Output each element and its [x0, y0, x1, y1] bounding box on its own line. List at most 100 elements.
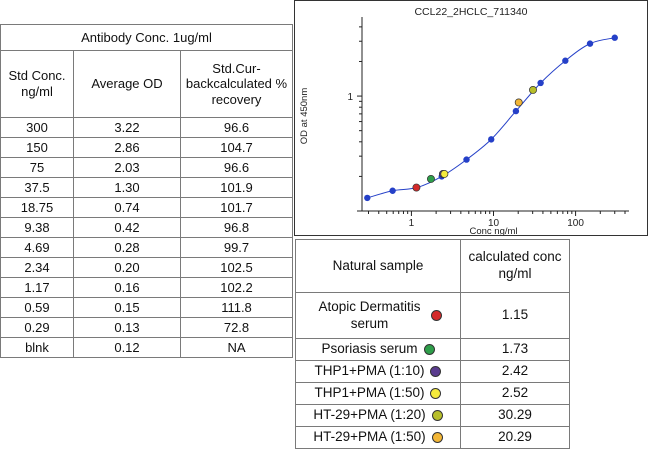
sample-marker-icon	[431, 410, 443, 421]
sample-conc-cell: 30.29	[460, 404, 570, 427]
x-axis-label: Conc ng/ml	[469, 226, 517, 235]
recovery-cell: 102.5	[180, 257, 293, 278]
sample-name-cell: THP1+PMA (1:10)	[295, 360, 461, 383]
standard-point	[389, 187, 396, 194]
average-od-cell: 0.12	[73, 337, 181, 358]
fitted-curve	[367, 37, 615, 199]
standard-point	[562, 57, 569, 64]
table-row: 4.69 0.28 99.7	[0, 237, 293, 258]
recovery-cell: 101.7	[180, 197, 293, 218]
average-od-cell: 0.16	[73, 277, 181, 298]
average-od-cell: 0.20	[73, 257, 181, 278]
sample-name: Atopic Dermatitis serum	[318, 298, 421, 331]
sample-conc-cell: 20.29	[460, 426, 570, 449]
recovery-cell: 96.8	[180, 217, 293, 238]
sample-name: THP1+PMA (1:50)	[314, 385, 425, 401]
x-tick-label: 1	[409, 218, 415, 229]
standard-point	[364, 194, 371, 202]
recovery-cell: 99.7	[180, 237, 293, 258]
sample-marker-icon	[430, 366, 442, 377]
sample-name: HT-29+PMA (1:50)	[313, 429, 426, 445]
table-row: 0.59 0.15 111.8	[0, 297, 293, 318]
table-row: 18.75 0.74 101.7	[0, 197, 293, 218]
table-row: THP1+PMA (1:10) 2.42	[295, 360, 570, 383]
average-od-cell: 0.15	[73, 297, 181, 318]
std-conc-cell: 1.17	[0, 277, 74, 298]
standard-point	[586, 40, 594, 47]
table-row: 9.38 0.42 96.8	[0, 217, 293, 238]
sample-marker-icon	[430, 310, 442, 321]
std-conc-cell: 2.34	[0, 257, 74, 278]
standard-point	[537, 79, 544, 87]
recovery-cell: 96.6	[180, 157, 293, 178]
natural-sample-table: Natural sample calculated conc ng/ml Ato…	[295, 239, 570, 449]
sample-conc-cell: 1.73	[460, 338, 570, 361]
sample-conc-cell: 2.42	[460, 360, 570, 383]
sample-name: HT-29+PMA (1:20)	[313, 407, 426, 423]
sample-name-cell: Atopic Dermatitis serum	[295, 292, 461, 339]
sample-marker-icon	[431, 432, 443, 443]
sample-name-cell: HT-29+PMA (1:50)	[295, 426, 461, 449]
recovery-cell: 101.9	[180, 177, 293, 198]
table-row: 150 2.86 104.7	[0, 137, 293, 158]
table-row: 75 2.03 96.6	[0, 157, 293, 178]
table-row: blnk 0.12 NA	[0, 337, 293, 358]
recovery-cell: 111.8	[180, 297, 293, 318]
sample-marker-icon	[423, 344, 435, 355]
header-average-od: Average OD	[73, 50, 181, 118]
recovery-cell: 102.2	[180, 277, 293, 298]
standard-curve-table: Antibody Conc. 1ug/ml Std Conc. ng/ml Av…	[0, 24, 293, 358]
standard-point	[488, 136, 495, 143]
average-od-cell: 3.22	[73, 117, 181, 138]
recovery-cell: 104.7	[180, 137, 293, 158]
y-axis-label: OD at 450nm	[299, 88, 310, 145]
sample-name: THP1+PMA (1:10)	[314, 363, 425, 379]
std-conc-cell: 300	[0, 117, 74, 138]
recovery-cell: 72.8	[180, 317, 293, 338]
x-tick-label: 100	[567, 218, 584, 229]
sample-point	[529, 86, 537, 94]
sample-conc-cell: 1.15	[460, 292, 570, 339]
table-row: 1.17 0.16 102.2	[0, 277, 293, 298]
table-caption: Antibody Conc. 1ug/ml	[0, 24, 293, 51]
table-row: 0.29 0.13 72.8	[0, 317, 293, 338]
standard-point	[463, 156, 470, 163]
table-row: THP1+PMA (1:50) 2.52	[295, 382, 570, 405]
y-tick-label: 1	[347, 92, 353, 103]
std-conc-cell: blnk	[0, 337, 74, 358]
average-od-cell: 2.03	[73, 157, 181, 178]
header-natural-sample: Natural sample	[295, 239, 461, 293]
recovery-cell: NA	[180, 337, 293, 358]
sample-point	[440, 170, 449, 178]
table-row: Psoriasis serum 1.73	[295, 338, 570, 361]
average-od-cell: 1.30	[73, 177, 181, 198]
standard-curve-chart: CCL22_2HCLC_711340 1 10 100 1 Conc ng/ml OD at…	[294, 0, 648, 236]
sample-marker-icon	[430, 388, 442, 399]
std-conc-cell: 150	[0, 137, 74, 158]
sample-name: Psoriasis serum	[321, 341, 418, 357]
std-conc-cell: 4.69	[0, 237, 74, 258]
average-od-cell: 0.74	[73, 197, 181, 218]
table-row: 300 3.22 96.6	[0, 117, 293, 138]
table-row: 37.5 1.30 101.9	[0, 177, 293, 198]
standard-point	[611, 34, 618, 41]
x-tick-label: 10	[488, 218, 500, 229]
average-od-cell: 0.42	[73, 217, 181, 238]
table-row: Atopic Dermatitis serum 1.15	[295, 292, 570, 339]
std-conc-cell: 9.38	[0, 217, 74, 238]
header-calculated-conc: calculated conc ng/ml	[460, 239, 570, 293]
sample-conc-cell: 2.52	[460, 382, 570, 405]
standard-point	[512, 107, 520, 115]
std-conc-cell: 0.29	[0, 317, 74, 338]
average-od-cell: 2.86	[73, 137, 181, 158]
average-od-cell: 0.13	[73, 317, 181, 338]
recovery-cell: 96.6	[180, 117, 293, 138]
average-od-cell: 0.28	[73, 237, 181, 258]
chart-title: CCL22_2HCLC_711340	[414, 6, 527, 18]
sample-name-cell: HT-29+PMA (1:20)	[295, 404, 461, 427]
sample-point	[427, 175, 435, 183]
sample-point	[412, 183, 421, 192]
table-row: HT-29+PMA (1:50) 20.29	[295, 426, 570, 449]
std-conc-cell: 75	[0, 157, 74, 178]
std-conc-cell: 0.59	[0, 297, 74, 318]
